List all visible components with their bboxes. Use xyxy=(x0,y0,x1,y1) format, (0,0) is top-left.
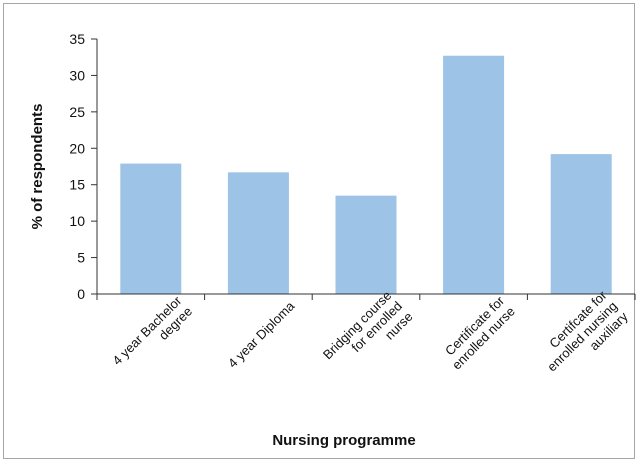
x-category-label: Certifcate forenrolled nursingauxiliary xyxy=(534,287,632,385)
y-tick-label: 25 xyxy=(69,104,85,120)
svg-text:Certificate forenrolled nurse: Certificate forenrolled nurse xyxy=(438,293,518,373)
y-tick-label: 10 xyxy=(69,213,85,229)
y-tick-label: 0 xyxy=(77,286,85,302)
x-category-label: Bridging coursefor enrollednurse xyxy=(320,288,416,384)
y-tick-label: 30 xyxy=(69,67,85,83)
x-axis-title: Nursing programme xyxy=(272,432,415,449)
y-tick-label: 20 xyxy=(69,140,85,156)
bar xyxy=(443,55,505,294)
y-tick-label: 15 xyxy=(69,177,85,193)
x-category-label: Certificate forenrolled nurse xyxy=(438,293,518,373)
svg-text:4 year Diploma: 4 year Diploma xyxy=(225,298,298,371)
y-tick-label: 35 xyxy=(69,31,85,47)
chart-frame xyxy=(3,3,635,459)
x-category-label-line: 4 year Diploma xyxy=(225,298,298,371)
bar xyxy=(335,195,397,294)
svg-text:4 year Bachelordegree: 4 year Bachelordegree xyxy=(109,293,195,379)
bar xyxy=(120,163,182,294)
svg-text:Bridging coursefor enrollednur: Bridging coursefor enrollednurse xyxy=(320,288,416,384)
svg-text:Certifcate forenrolled nursing: Certifcate forenrolled nursingauxiliary xyxy=(534,287,632,385)
x-category-label: 4 year Bachelordegree xyxy=(109,293,195,379)
bar xyxy=(227,172,289,294)
y-tick-label: 5 xyxy=(77,250,85,266)
bar xyxy=(550,154,612,294)
x-category-label: 4 year Diploma xyxy=(225,298,298,371)
y-axis-title: % of respondents xyxy=(29,104,46,230)
